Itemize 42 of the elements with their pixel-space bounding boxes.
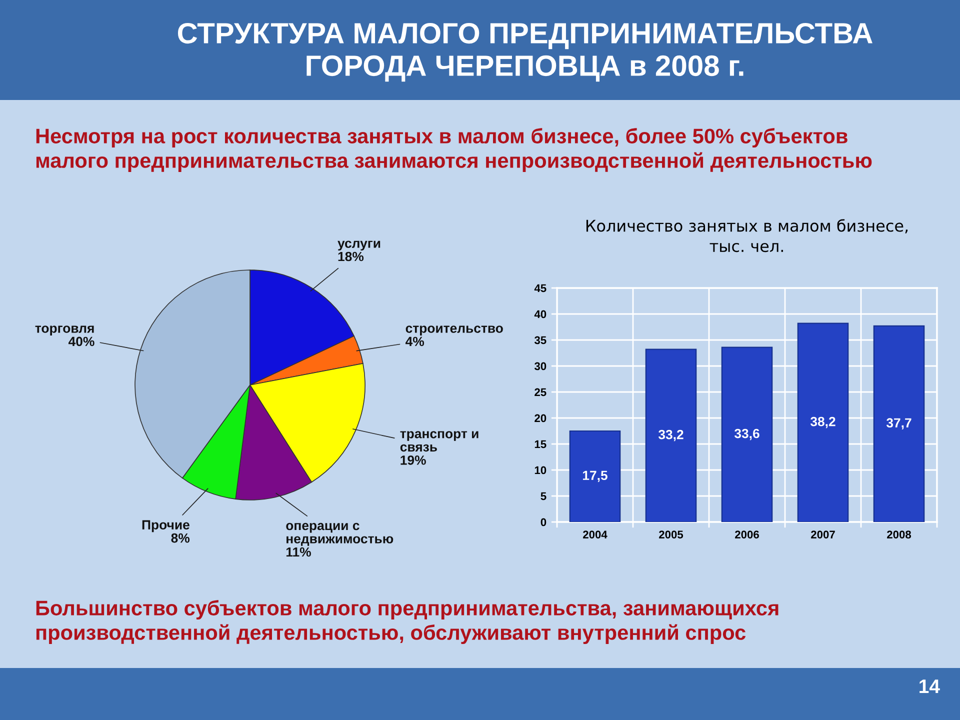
- data-label: 8%: [171, 533, 190, 543]
- slice-label: строительство: [406, 326, 503, 336]
- x-tick-label: 2008: [887, 530, 912, 538]
- y-tick-label: 0: [540, 518, 546, 526]
- y-tick-label: 30: [534, 362, 546, 370]
- text: 14: [920, 680, 940, 694]
- data-label: 33,6: [734, 428, 760, 440]
- bar: [569, 430, 621, 522]
- y-tick-label: 25: [534, 388, 546, 396]
- x-tick-label: 2007: [811, 530, 835, 538]
- bar: [645, 348, 697, 522]
- y-tick-label: 15: [534, 440, 546, 448]
- x-tick-label: 2005: [659, 530, 684, 538]
- slice-label: операции с недвижимостью: [286, 522, 394, 546]
- data-label: 37,7: [886, 418, 912, 430]
- data-label: 18%: [338, 252, 364, 262]
- bar: [797, 322, 849, 522]
- y-tick-label: 45: [534, 284, 546, 292]
- text: Большинство субъектов малого предпринимательства, занимающихся производственной деятельностью, обслуживают внутренний спрос: [36, 600, 778, 644]
- chart-subtitle: Несмотря на рост количества занятых в малом бизнесе, более 50% субъектов малого предпринимательства занимаются непроизводственной деятельностью: [36, 128, 872, 172]
- y-tick-label: 20: [534, 414, 546, 422]
- y-tick-label: 35: [534, 336, 546, 344]
- slice-label: транспорт и связь: [400, 431, 478, 452]
- data-label: 33,2: [658, 430, 684, 442]
- data-label: 38,2: [810, 416, 836, 428]
- data-label: 4%: [406, 336, 424, 346]
- y-tick-label: 5: [540, 492, 546, 500]
- slice-label: Прочие: [142, 520, 190, 532]
- chart-title: СТРУКТУРА МАЛОГО ПРЕДПРИНИМАТЕЛЬСТВА ГОРОДА ЧЕРЕПОВЦА в 2008 г.: [178, 22, 872, 82]
- y-tick-label: 40: [534, 310, 546, 318]
- bar: [873, 325, 925, 522]
- x-tick-label: 2006: [735, 530, 759, 538]
- x-tick-label: 2004: [583, 530, 608, 538]
- y-tick-label: 10: [534, 466, 546, 474]
- slice-label: услуги: [338, 240, 380, 251]
- data-label: 17,5: [582, 470, 608, 482]
- data-label: 19%: [400, 455, 426, 465]
- data-label: 40%: [68, 336, 94, 346]
- bar: [721, 346, 773, 522]
- chart-title: Количество занятых в малом бизнесе, тыс. чел.: [586, 219, 908, 252]
- slice-label: торговля: [35, 326, 94, 336]
- data-label: 11%: [286, 547, 311, 557]
